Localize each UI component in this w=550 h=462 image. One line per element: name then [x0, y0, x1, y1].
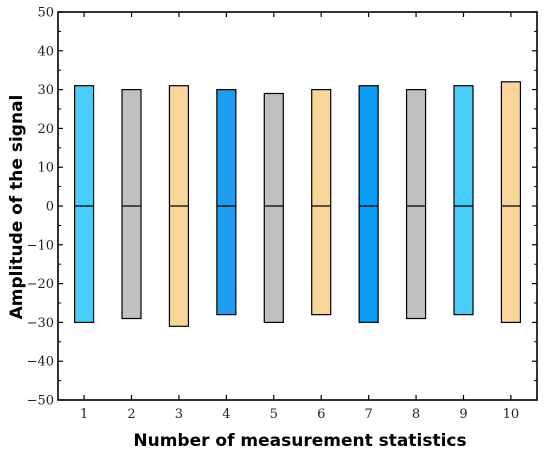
bar-4	[216, 88, 237, 316]
x-axis-title: Number of measurement statistics	[133, 431, 466, 451]
bar-10	[500, 81, 522, 323]
x-tick-label: 6	[317, 407, 325, 422]
y-tick-label: 30	[37, 83, 54, 98]
y-tick-label: 40	[37, 44, 54, 59]
y-tick-label: 20	[37, 122, 54, 137]
bars-group	[73, 81, 522, 327]
x-tick-label: 4	[222, 407, 230, 422]
y-tick-label: −30	[27, 316, 54, 331]
bar-9	[453, 85, 474, 316]
bar-5	[263, 92, 284, 324]
y-tick-label: −50	[27, 394, 54, 409]
x-tick-label: 9	[459, 407, 467, 422]
y-tick-label: 0	[46, 200, 54, 215]
y-tick-label: −10	[27, 238, 54, 253]
bar-1	[73, 85, 95, 323]
x-tick-label: 3	[175, 407, 183, 422]
x-tick-label: 2	[127, 407, 135, 422]
y-axis-title: Amplitude of the signal	[7, 95, 27, 320]
bar-8	[405, 88, 427, 320]
bar-6	[311, 88, 332, 316]
bar-2	[121, 88, 142, 320]
y-tick-label: 50	[37, 6, 54, 21]
x-axis: 1 2 3 4 5 6 7 8 9 10	[80, 12, 519, 422]
y-tick-label: 10	[37, 161, 54, 176]
x-tick-label: 7	[364, 407, 372, 422]
x-tick-label: 8	[412, 407, 420, 422]
y-tick-label: −40	[27, 355, 54, 370]
x-tick-label: 10	[503, 407, 520, 422]
bar-7	[358, 85, 379, 323]
x-tick-label: 1	[80, 407, 88, 422]
y-axis: 50 40 30 20 10 0 −10 −20 −30 −40 −50	[27, 6, 537, 409]
y-tick-label: −20	[27, 277, 54, 292]
x-tick-label: 5	[270, 407, 278, 422]
